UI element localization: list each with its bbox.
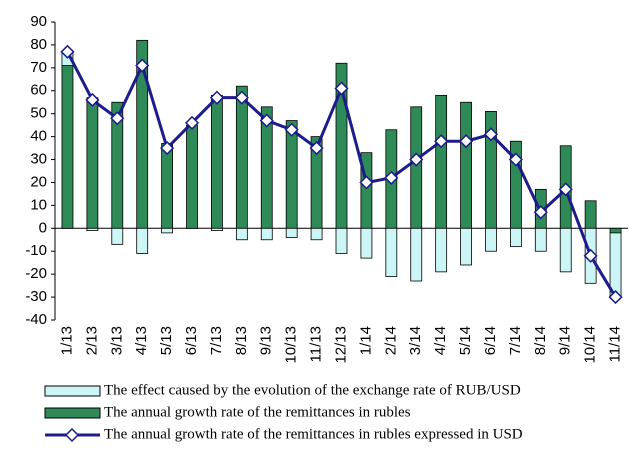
legend-swatch <box>44 407 101 419</box>
bar <box>534 227 547 252</box>
x-tick-label: 3/13 <box>108 326 125 355</box>
bar <box>609 232 622 298</box>
x-tick-label: 6/13 <box>183 326 200 355</box>
x-tick-label: 10/14 <box>582 326 599 364</box>
x-tick-label: 11/14 <box>607 326 624 362</box>
marker <box>234 90 249 105</box>
x-tick-label: 2/13 <box>83 326 100 355</box>
legend-label: The effect caused by the evolution of th… <box>104 382 521 398</box>
marker <box>459 134 474 149</box>
x-tick-label: 6/14 <box>482 326 499 355</box>
x-tick-label: 10/13 <box>283 326 300 364</box>
bar <box>460 101 472 229</box>
x-tick-label: 11/13 <box>308 326 325 362</box>
marker <box>608 290 623 305</box>
y-tick-label: 40 <box>30 128 47 145</box>
bar <box>211 94 223 229</box>
legend-label: The annual growth rate of the remittance… <box>104 426 523 442</box>
x-tick-label: 4/13 <box>133 326 150 355</box>
x-tick-label: 8/13 <box>233 326 250 355</box>
bar <box>410 106 423 229</box>
bar <box>186 124 198 229</box>
bar <box>285 227 298 238</box>
bar <box>136 227 149 254</box>
x-tick-label: 8/14 <box>532 326 549 355</box>
bar <box>435 227 448 273</box>
y-tick-label: 10 <box>30 196 47 213</box>
marker <box>359 175 374 190</box>
y-tick-label: 70 <box>30 59 47 76</box>
x-tick-label: 2/14 <box>382 326 399 355</box>
bar <box>161 143 174 229</box>
y-tick-label: -40 <box>25 311 47 328</box>
marker <box>284 122 299 137</box>
bar <box>435 94 448 229</box>
x-tick-label: 7/14 <box>507 326 524 355</box>
marker <box>259 113 274 128</box>
bar <box>360 227 373 259</box>
bar <box>61 65 74 229</box>
legend-label: The annual growth rate of the remittance… <box>104 404 411 420</box>
bar <box>485 227 497 252</box>
marker <box>508 152 523 167</box>
bar <box>509 227 522 248</box>
bar <box>260 227 273 241</box>
marker <box>533 205 548 220</box>
bar <box>235 227 248 241</box>
marker <box>434 134 449 149</box>
legend-marker <box>64 427 80 443</box>
y-tick-label: -20 <box>25 265 47 282</box>
marker <box>309 141 324 156</box>
y-tick-label: 30 <box>30 151 47 168</box>
marker <box>85 92 100 107</box>
x-tick-label: 1/13 <box>58 326 75 355</box>
y-tick-label: 60 <box>30 82 47 99</box>
x-tick-label: 5/13 <box>158 326 175 355</box>
marker <box>334 81 349 96</box>
bar <box>310 227 323 241</box>
bar <box>609 227 622 234</box>
bar <box>559 227 572 273</box>
bar <box>111 227 124 245</box>
y-tick-label: 80 <box>30 36 47 53</box>
bar <box>161 227 174 234</box>
bar <box>86 97 99 229</box>
y-tick-label: 20 <box>30 173 47 190</box>
marker <box>583 248 598 263</box>
y-tick-label: -30 <box>25 288 47 305</box>
marker <box>110 111 125 126</box>
y-tick-label: 50 <box>30 105 47 122</box>
y-tick-label: 90 <box>30 13 47 30</box>
bar <box>335 227 348 254</box>
marker <box>60 44 75 59</box>
x-tick-label: 7/13 <box>208 326 225 355</box>
legend-swatch <box>44 385 101 397</box>
marker <box>558 182 573 197</box>
y-tick-label: -10 <box>25 242 47 259</box>
bar <box>584 200 597 229</box>
marker <box>409 152 424 167</box>
bar <box>385 227 398 277</box>
marker <box>160 141 175 156</box>
marker <box>483 127 499 142</box>
x-tick-label: 12/13 <box>332 326 349 364</box>
bar <box>211 227 223 232</box>
marker <box>184 115 200 130</box>
x-tick-label: 5/14 <box>457 326 474 355</box>
bar <box>235 85 248 229</box>
x-tick-label: 9/13 <box>258 326 275 355</box>
bar <box>460 227 472 266</box>
marker <box>209 90 224 105</box>
bar <box>86 227 99 232</box>
x-tick-label: 1/14 <box>357 326 374 355</box>
marker <box>135 58 150 73</box>
bar <box>410 227 423 282</box>
y-tick-label: 0 <box>39 219 47 236</box>
marker <box>384 170 399 185</box>
x-tick-label: 4/14 <box>432 326 449 355</box>
x-tick-label: 9/14 <box>557 326 574 355</box>
x-tick-label: 3/14 <box>407 326 424 355</box>
